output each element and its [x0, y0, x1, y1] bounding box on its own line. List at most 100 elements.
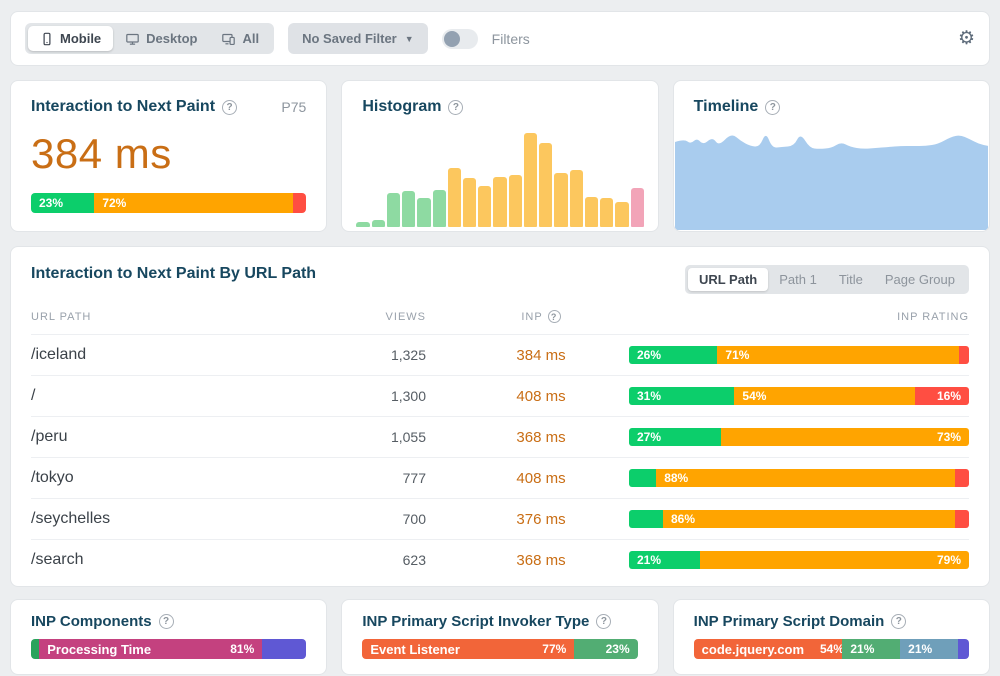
row-inp-rating: 31% 54% 16%: [629, 387, 969, 405]
rating-segment-indigo: [958, 639, 969, 659]
rating-segment-dark_green: [31, 639, 40, 659]
inp-components-title-row: INP Components?: [31, 613, 306, 630]
row-inp-value: 408 ms: [516, 387, 566, 405]
segment-percent: 21%: [908, 642, 933, 656]
inp-invoker-type-title-row: INP Primary Script Invoker Type?: [362, 613, 637, 630]
timeline-area: [674, 135, 988, 230]
all-devices-icon: [221, 32, 236, 46]
rating-segment-needs: 86%: [663, 510, 956, 528]
tab-page-group[interactable]: Page Group: [884, 272, 955, 287]
row-views: 623: [402, 552, 426, 568]
row-url-path: /search: [31, 551, 84, 568]
histogram-title: Histogram: [362, 98, 442, 115]
histogram-bar: [584, 196, 599, 227]
rating-segment-vermillion: code.jquery.com 54%: [693, 639, 843, 659]
row-views: 1,055: [390, 429, 426, 445]
table-row[interactable]: /peru 1,055 368 ms 27% 73%: [31, 416, 969, 457]
timeline-area-chart[interactable]: [674, 130, 988, 230]
segment-percent: 16%: [936, 389, 962, 403]
histogram-chart[interactable]: [356, 133, 644, 227]
phone-icon: [40, 32, 54, 46]
help-icon[interactable]: ?: [891, 614, 907, 629]
help-icon[interactable]: ?: [596, 614, 612, 629]
segment-percent: 79%: [936, 553, 961, 567]
rating-segment-poor: [292, 193, 307, 213]
inp-invoker-type-bar: Event Listener 77% 23%: [362, 639, 638, 659]
help-icon[interactable]: ?: [765, 99, 781, 115]
segment-percent: 81%: [230, 642, 255, 656]
rating-segment-magenta: Processing Time 81%: [39, 639, 263, 659]
tab-path-1[interactable]: Path 1: [779, 272, 817, 287]
filters-label: Filters: [491, 30, 530, 47]
row-url-path: /iceland: [31, 346, 87, 363]
histogram-title-row: Histogram ?: [362, 98, 637, 116]
settings-gear-icon[interactable]: ⚙: [957, 28, 975, 49]
tab-url-path[interactable]: URL Path: [687, 268, 769, 291]
histogram-bar: [356, 222, 370, 227]
inp-invoker-type-title: INP Primary Script Invoker Type: [362, 613, 590, 630]
row-inp-rating: 86%: [629, 510, 969, 528]
filters-toggle[interactable]: [441, 28, 478, 49]
segment-percent: 21%: [637, 553, 662, 567]
device-option-mobile[interactable]: Mobile: [28, 26, 114, 51]
inp-rating-bar: 27% 73%: [629, 428, 969, 446]
help-icon[interactable]: ?: [547, 310, 561, 323]
segment-name: code.jquery.com: [701, 641, 804, 657]
rating-segment-needs: 54%: [734, 387, 915, 405]
table-row[interactable]: /iceland 1,325 384 ms 26% 71%: [31, 334, 969, 375]
timeline-title: Timeline: [693, 98, 759, 115]
row-inp-value: 368 ms: [516, 428, 566, 446]
segment-percent: 31%: [637, 389, 662, 403]
row-url-path: /peru: [31, 428, 68, 445]
histogram-bar: [539, 143, 553, 227]
help-icon[interactable]: ?: [448, 99, 464, 115]
segment-percent: 88%: [664, 471, 689, 485]
timeline-card: Timeline ?: [672, 80, 990, 232]
segment-percent: 73%: [936, 430, 961, 444]
toolbar: Mobile Desktop All No Saved Filter ▼ Filte…: [10, 11, 990, 66]
col-inp: INP ?: [466, 310, 616, 323]
rating-segment-needs: 88%: [656, 469, 956, 487]
inp-rating-bar: 23% 72%: [31, 193, 307, 213]
table-row[interactable]: /search 623 368 ms 21% 79%: [31, 539, 969, 580]
table-body: /iceland 1,325 384 ms 26% 71% / 1,300 408 ms 31%…: [31, 334, 969, 580]
row-views: 700: [402, 511, 426, 527]
table-header: Interaction to Next Paint By URL Path UR…: [31, 265, 969, 294]
histogram-bar: [600, 197, 614, 227]
table-row[interactable]: /seychelles 700 376 ms 86%: [31, 498, 969, 539]
histogram-bar: [417, 197, 431, 227]
histogram-bar: [615, 201, 629, 227]
histogram-card: Histogram ?: [341, 80, 659, 232]
table-row[interactable]: / 1,300 408 ms 31% 54% 16%: [31, 375, 969, 416]
inp-rating-bar: 26% 71%: [629, 346, 969, 364]
segment-percent: 54%: [820, 642, 843, 656]
bottom-cards-row: INP Components? Processing Time 81% INP Pri…: [10, 599, 990, 675]
rating-segment-good: 31%: [629, 387, 735, 405]
device-segmented-control: Mobile Desktop All: [25, 23, 275, 54]
tab-title[interactable]: Title: [838, 272, 863, 287]
rating-segment-good: 27%: [629, 428, 721, 446]
device-option-all[interactable]: All: [209, 26, 271, 51]
rating-segment-poor: 16%: [914, 387, 969, 405]
inp-rating-bar: 21% 79%: [629, 551, 969, 569]
grouping-tabs: URL Path Path 1 Title Page Group: [684, 265, 969, 294]
histogram-bar: [432, 190, 446, 227]
segment-percent: 21%: [850, 642, 875, 656]
col-inp-label: INP: [521, 310, 543, 323]
row-inp-rating: 27% 73%: [629, 428, 969, 446]
inp-value: 384 ms: [31, 130, 172, 177]
rating-segment-needs: 79%: [700, 551, 969, 569]
saved-filter-dropdown[interactable]: No Saved Filter ▼: [288, 23, 428, 54]
histogram-bar: [371, 220, 385, 227]
help-icon[interactable]: ?: [158, 614, 174, 629]
help-icon[interactable]: ?: [222, 99, 238, 115]
rating-segment-needs: 73%: [720, 428, 969, 446]
row-inp-rating: 88%: [629, 469, 969, 487]
inp-script-domain-title: INP Primary Script Domain: [693, 613, 885, 630]
table-row[interactable]: /tokyo 777 408 ms 88%: [31, 457, 969, 498]
histogram-bar: [478, 185, 492, 227]
segment-percent: 54%: [742, 389, 767, 403]
segment-percent: 77%: [542, 642, 567, 656]
device-option-desktop[interactable]: Desktop: [113, 26, 209, 51]
rating-segment-med_green: 21%: [842, 639, 901, 659]
